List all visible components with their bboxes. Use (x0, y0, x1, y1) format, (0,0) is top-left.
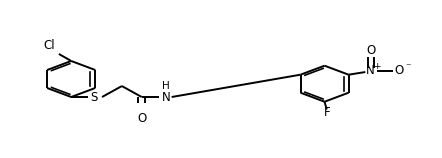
Text: F: F (324, 106, 330, 119)
Text: +: + (373, 62, 380, 71)
Text: H: H (162, 81, 170, 91)
Text: Cl: Cl (43, 39, 55, 52)
Text: O: O (366, 44, 375, 57)
Text: O: O (395, 64, 404, 77)
Text: N: N (366, 64, 375, 77)
Text: ⁻: ⁻ (405, 62, 411, 72)
Text: O: O (137, 112, 146, 125)
Text: N: N (161, 91, 170, 103)
Text: S: S (91, 91, 98, 103)
